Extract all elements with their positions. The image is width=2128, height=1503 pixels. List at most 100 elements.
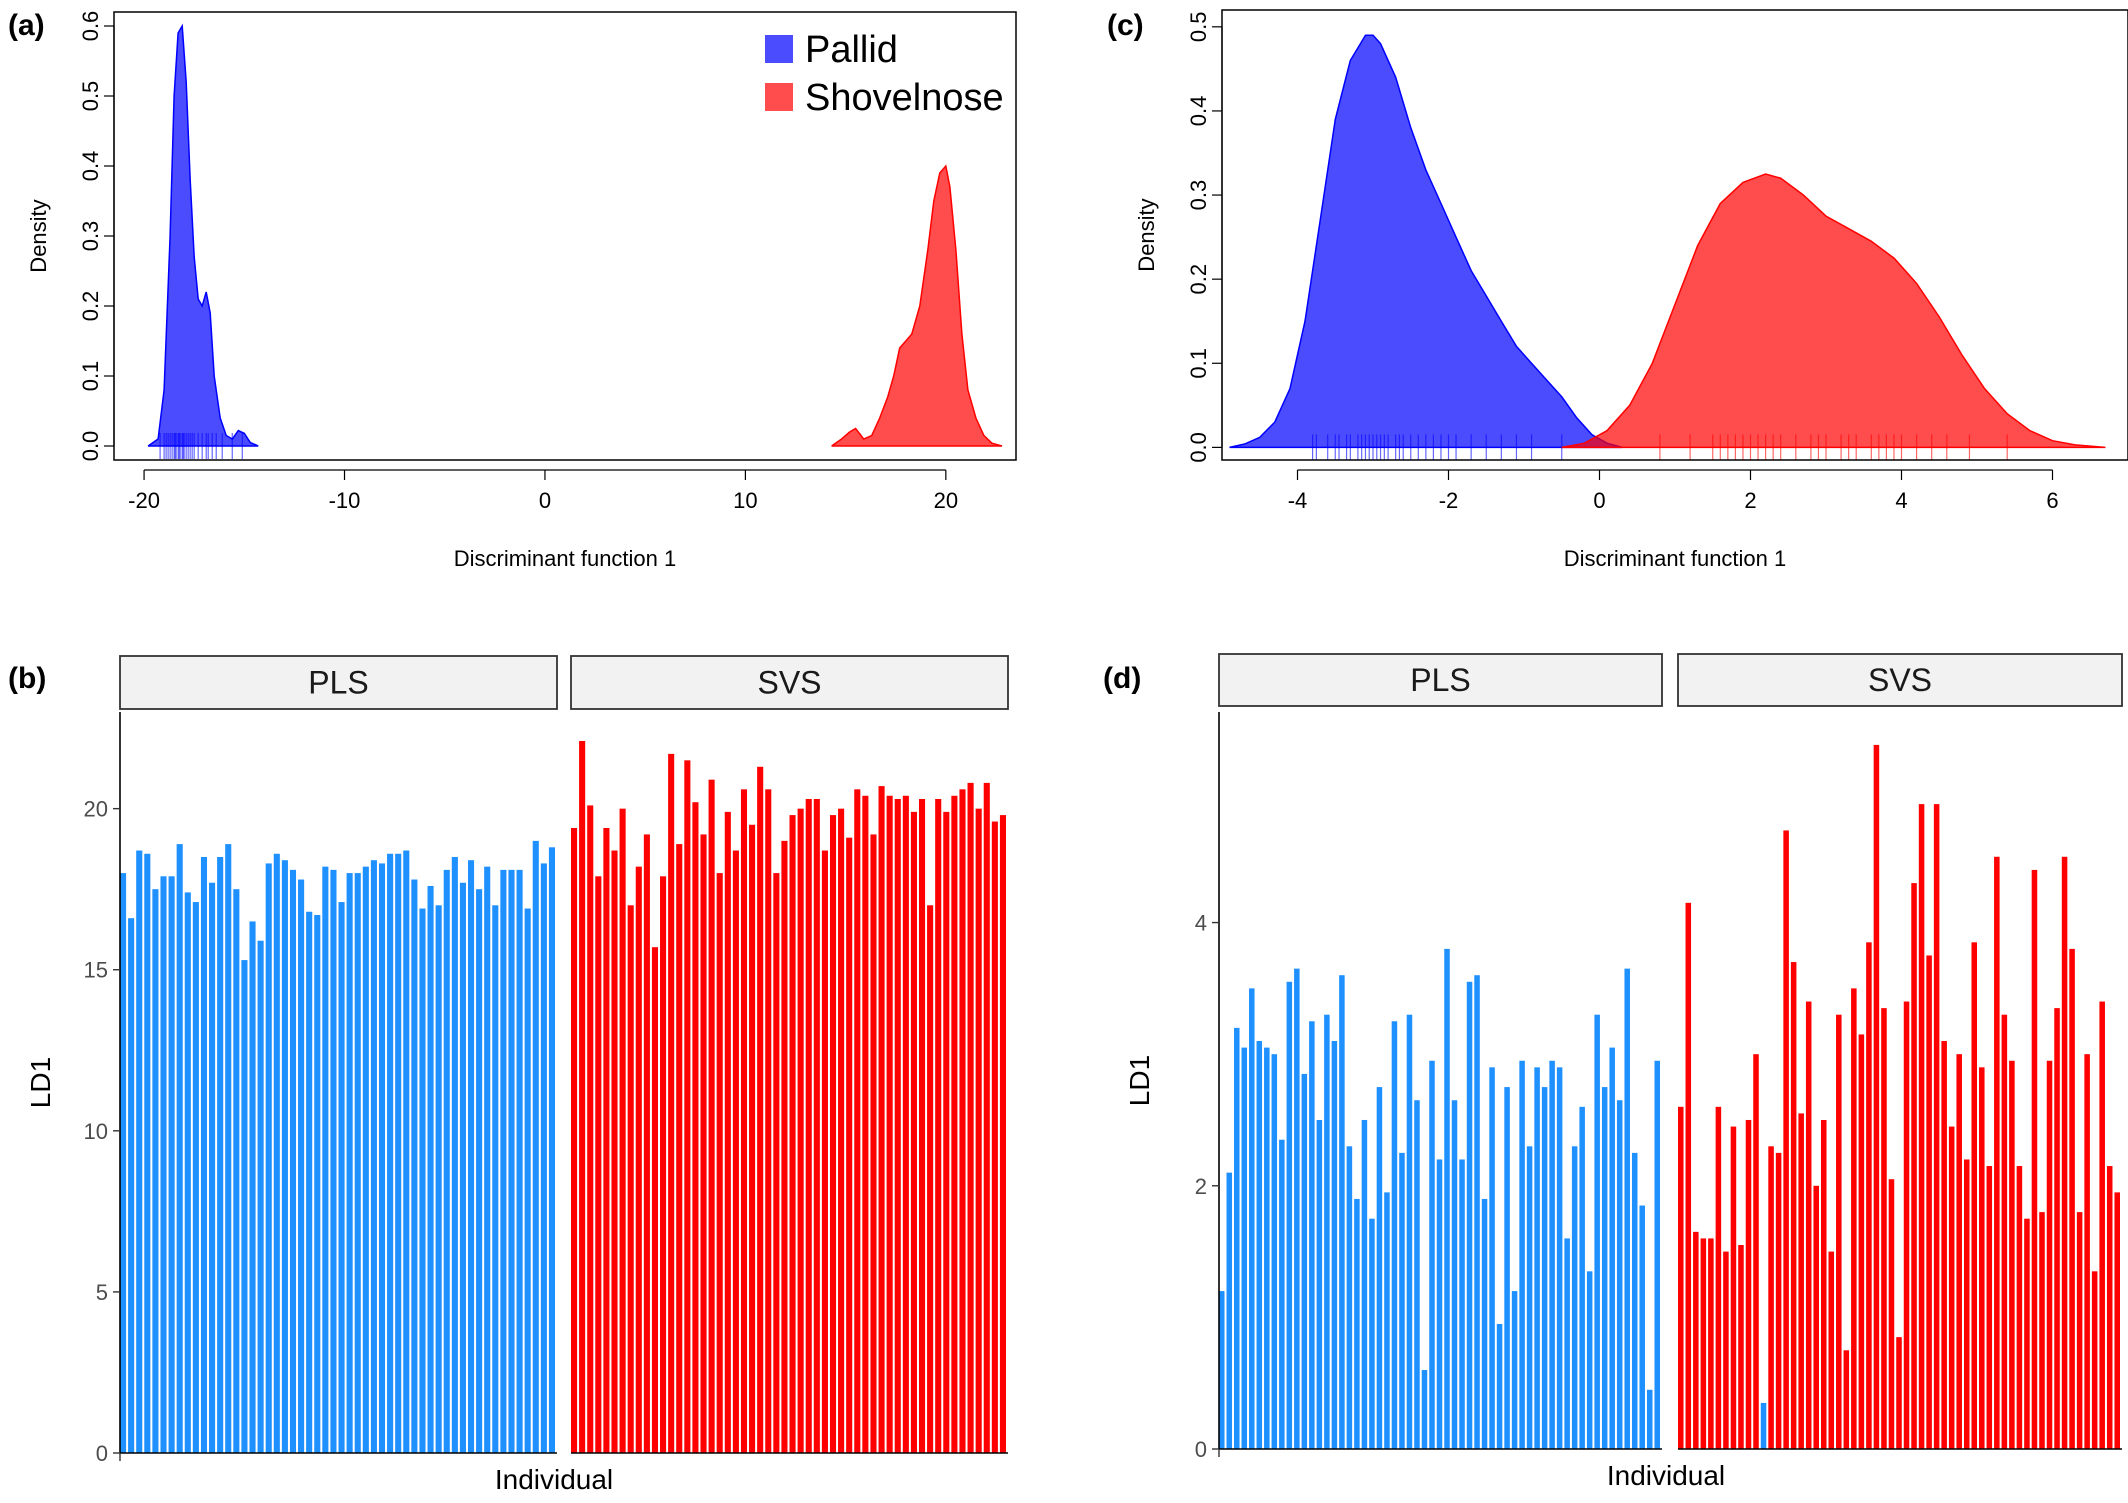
bar-svs — [627, 905, 634, 1453]
bar-svs — [765, 789, 772, 1453]
bar-svs — [846, 837, 853, 1453]
bar-pls — [1294, 968, 1300, 1449]
bar-svs — [603, 827, 610, 1453]
bar-svs — [935, 798, 942, 1453]
bar-pls — [1586, 1271, 1593, 1449]
bar-svs — [821, 850, 828, 1453]
bar-svs — [2009, 1060, 2015, 1449]
bar-svs — [773, 873, 780, 1453]
bar-pls — [225, 844, 232, 1453]
y-tick-label: 10 — [84, 1119, 108, 1144]
bar-svs — [2091, 1271, 2098, 1449]
bar-svs — [1768, 1146, 1774, 1449]
bar-svs — [611, 850, 618, 1453]
bar-svs — [740, 789, 748, 1453]
bar-svs — [1753, 1054, 1759, 1449]
panel-label: (d) — [1103, 662, 1141, 695]
bar-pls — [1406, 1014, 1413, 1449]
bar-pls — [176, 844, 183, 1453]
bar-svs — [805, 798, 812, 1453]
y-tick-label: 0.4 — [78, 151, 103, 182]
bar-svs — [2076, 1212, 2083, 1449]
x-tick-label: 2 — [1744, 488, 1756, 513]
bar-svs — [983, 782, 990, 1453]
bar-svs — [595, 876, 602, 1453]
bar-svs — [1858, 1034, 1865, 1449]
bar-pls — [484, 866, 491, 1453]
bar-pls — [330, 869, 337, 1453]
bar-svs — [1723, 1251, 1729, 1449]
facet-strip-label: PLS — [1410, 662, 1470, 698]
bar-svs — [1745, 1119, 1752, 1449]
bar-svs — [1851, 988, 1857, 1450]
x-axis-title: Individual — [1607, 1460, 1725, 1491]
bar-pls — [144, 853, 151, 1453]
bar-pls — [378, 863, 386, 1453]
bar-svs — [967, 782, 974, 1453]
density-curve-pallid — [1229, 34, 1623, 449]
bar-pls — [1331, 1041, 1338, 1449]
bar-svs — [668, 753, 675, 1453]
bar-pls — [1376, 1087, 1383, 1449]
bar-pls — [1256, 1041, 1263, 1449]
y-tick-label: 4 — [1195, 911, 1207, 936]
bar-svs — [1805, 1001, 1812, 1449]
bar-svs — [789, 815, 796, 1453]
bar-pls — [314, 914, 321, 1453]
bar-pls — [1481, 1198, 1488, 1449]
bar-svs — [2084, 1054, 2090, 1449]
y-tick-label: 20 — [84, 797, 108, 822]
bar-pls — [411, 879, 418, 1453]
facet-strip — [119, 655, 558, 710]
bar-pls — [1571, 1146, 1578, 1449]
bar-svs — [749, 824, 756, 1453]
y-axis-title: LD1 — [1124, 1055, 1155, 1106]
bar-pls — [370, 860, 377, 1453]
bar-pls — [1241, 1047, 1248, 1449]
bar-pls — [1271, 1054, 1278, 1449]
bar-pls — [1421, 1370, 1428, 1449]
bar-pls — [459, 882, 466, 1453]
bar-pls — [281, 860, 288, 1453]
bar-svs — [1948, 1126, 1955, 1449]
panel-c: (c) 0.0 0.1 0.2 0.3 0.4 0.5 Density -4 -2 0 2 4 6 Disc… — [1107, 9, 2128, 571]
bar-pls — [1579, 1106, 1585, 1449]
bar-svs — [716, 873, 723, 1453]
x-tick-label: 6 — [2046, 488, 2058, 513]
bar-svs — [918, 798, 926, 1453]
bar-svs — [1678, 1106, 1684, 1449]
bar-pls — [1496, 1323, 1503, 1449]
bar-svs — [2046, 1060, 2053, 1449]
bar-pls — [1249, 988, 1255, 1450]
bar-pls — [1279, 1139, 1285, 1449]
bar-svs — [1888, 1179, 1895, 1449]
bar-svs — [1783, 830, 1789, 1449]
y-axis-title: Density — [1134, 198, 1159, 271]
bar-svs — [854, 789, 861, 1453]
bar-pls — [1556, 1067, 1563, 1449]
bar-pls — [1474, 975, 1480, 1449]
panel-label: (c) — [1107, 9, 1144, 42]
bar-svs — [692, 802, 699, 1453]
bar-pls — [1519, 1060, 1525, 1449]
bar-pls — [257, 940, 264, 1453]
y-tick-label: 0.4 — [1186, 96, 1211, 127]
bar-pls — [1639, 1205, 1645, 1449]
bar-svs — [1903, 1001, 1910, 1449]
bar-svs — [1730, 1126, 1737, 1449]
bar-svs — [2039, 1212, 2045, 1449]
bar-svs — [902, 795, 909, 1453]
bar-svs — [2001, 1014, 2008, 1449]
bar-svs — [1700, 1238, 1707, 1449]
bar-pls — [249, 921, 256, 1453]
bar-svs — [619, 808, 626, 1453]
bar-pls — [338, 902, 345, 1453]
bar-svs — [862, 795, 869, 1453]
bar-pls — [1226, 1172, 1233, 1450]
bar-svs — [676, 844, 683, 1453]
bar-pls — [265, 863, 272, 1453]
bar-svs — [975, 808, 982, 1453]
bar-pls — [1384, 1192, 1390, 1449]
bar-pls — [1534, 1067, 1540, 1449]
